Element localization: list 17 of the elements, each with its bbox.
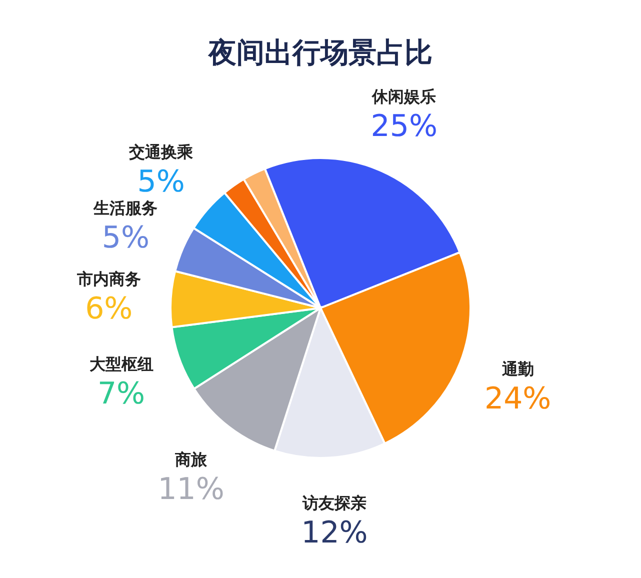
slice-label: 大型枢纽 [89, 354, 154, 374]
slice-label: 商旅 [174, 450, 208, 469]
data-label: 5% [137, 164, 185, 200]
data-label: 12% [301, 516, 368, 551]
data-label: 6% [85, 291, 133, 326]
slice-label: 访友探亲 [301, 494, 366, 513]
data-label: 25% [370, 109, 438, 144]
slice-label: 生活服务 [92, 198, 158, 218]
chart-title: 夜间出行场景占比 [208, 36, 432, 69]
slice-label: 交通换乘 [128, 142, 194, 162]
data-label: 5% [102, 220, 150, 256]
data-label: 11% [158, 472, 224, 507]
data-label: 7% [97, 376, 146, 412]
slice-label: 休闲娱乐 [371, 87, 436, 106]
slice-label: 市内商务 [76, 269, 141, 288]
data-label: 24% [484, 381, 552, 416]
slice-label: 通勤 [500, 359, 534, 378]
